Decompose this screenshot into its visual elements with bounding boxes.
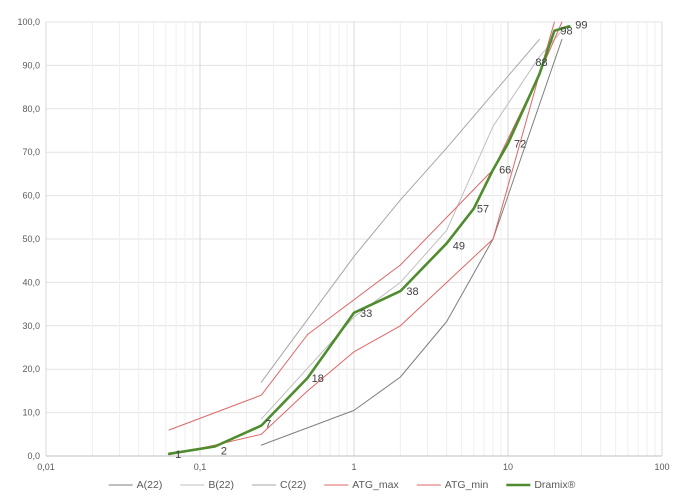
data-label: 99 xyxy=(575,19,587,31)
axis-layer: 0,010,020,030,040,050,060,070,080,090,01… xyxy=(17,17,669,472)
data-label: 18 xyxy=(312,373,324,385)
x-tick-label: 100 xyxy=(654,462,669,472)
y-tick-label: 60,0 xyxy=(22,191,40,201)
data-label: 33 xyxy=(360,308,372,320)
legend-item: ATG_min xyxy=(416,479,489,491)
legend-item: B(22) xyxy=(180,479,234,491)
data-label: 38 xyxy=(406,286,418,298)
data-label: 1 xyxy=(175,449,181,461)
data-label: 49 xyxy=(453,240,465,252)
y-tick-label: 10,0 xyxy=(22,408,40,418)
y-tick-label: 80,0 xyxy=(22,104,40,114)
data-label: 72 xyxy=(514,139,526,151)
legend-label: ATG_min xyxy=(445,479,489,491)
x-tick-label: 10 xyxy=(503,462,513,472)
legend-label: A(22) xyxy=(137,479,163,491)
y-tick-label: 100,0 xyxy=(17,17,40,27)
data-label: 2 xyxy=(221,445,227,457)
data-label: 88 xyxy=(535,57,547,69)
data-label: 66 xyxy=(499,165,511,177)
y-tick-label: 50,0 xyxy=(22,234,40,244)
legend-label: Dramix® xyxy=(534,479,575,491)
legend: A(22) B(22) C(22) ATG_max ATG_min Dramix® xyxy=(108,479,576,491)
x-tick-label: 0,01 xyxy=(37,462,55,472)
series-layer xyxy=(167,21,571,456)
y-tick-label: 0,0 xyxy=(27,451,40,461)
y-tick-label: 70,0 xyxy=(22,147,40,157)
legend-item: ATG_max xyxy=(324,479,400,491)
y-tick-label: 40,0 xyxy=(22,277,40,287)
series-line-1 xyxy=(260,30,563,420)
legend-label: B(22) xyxy=(208,479,234,491)
series-line-0 xyxy=(260,38,563,446)
grid-layer xyxy=(45,21,663,457)
data-label: 57 xyxy=(477,204,489,216)
legend-label: ATG_max xyxy=(352,479,399,491)
legend-item: Dramix® xyxy=(506,479,576,491)
series-line-5 xyxy=(167,24,571,456)
y-tick-label: 30,0 xyxy=(22,321,40,331)
y-tick-label: 90,0 xyxy=(22,60,40,70)
legend-item: A(22) xyxy=(108,479,163,491)
series-line-4 xyxy=(168,21,563,456)
x-tick-label: 1 xyxy=(351,462,356,472)
data-label: 7 xyxy=(265,419,271,431)
data-label: 98 xyxy=(560,26,572,38)
legend-item: C(22) xyxy=(252,479,306,491)
y-tick-label: 20,0 xyxy=(22,364,40,374)
x-tick-label: 0,1 xyxy=(194,462,207,472)
series-line-2 xyxy=(260,38,540,383)
legend-label: C(22) xyxy=(280,479,306,491)
